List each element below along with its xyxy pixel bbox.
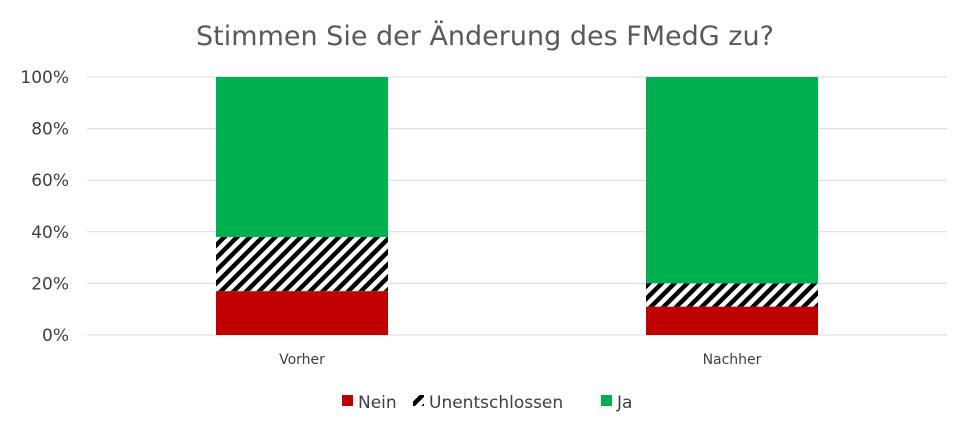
y-tick-label: 60% — [31, 171, 69, 191]
y-axis-tick-labels: 0% 20% 40% 60% 80% 100% — [20, 68, 69, 346]
bar-segment-nein-vorher — [216, 291, 388, 335]
bar-segment-unentschlossen-vorher — [216, 236, 388, 292]
y-tick-label: 0% — [42, 326, 69, 346]
y-tick-label: 20% — [31, 274, 69, 294]
legend-swatch-unentschlossen — [413, 395, 424, 406]
legend: Nein Unentschlossen Ja — [342, 393, 632, 413]
bar-segment-nein-nachher — [646, 306, 818, 335]
x-tick-label: Nachher — [703, 352, 762, 368]
chart-title: Stimmen Sie der Änderung des FMedG zu? — [196, 20, 774, 52]
legend-swatch-ja — [601, 395, 612, 406]
bars — [216, 77, 818, 335]
x-tick-label: Vorher — [279, 352, 325, 368]
legend-label-unentschlossen: Unentschlossen — [429, 393, 563, 413]
bar-segment-ja-vorher — [216, 77, 388, 237]
y-tick-label: 80% — [31, 120, 69, 140]
legend-label-nein: Nein — [358, 393, 397, 413]
legend-swatch-nein — [342, 395, 353, 406]
bar-segment-ja-nachher — [646, 77, 818, 284]
bar-segment-unentschlossen-nachher — [646, 283, 818, 307]
y-tick-label: 40% — [31, 223, 69, 243]
y-tick-label: 100% — [20, 68, 69, 88]
legend-label-ja: Ja — [616, 393, 632, 413]
x-axis-tick-labels: Vorher Nachher — [279, 352, 762, 368]
